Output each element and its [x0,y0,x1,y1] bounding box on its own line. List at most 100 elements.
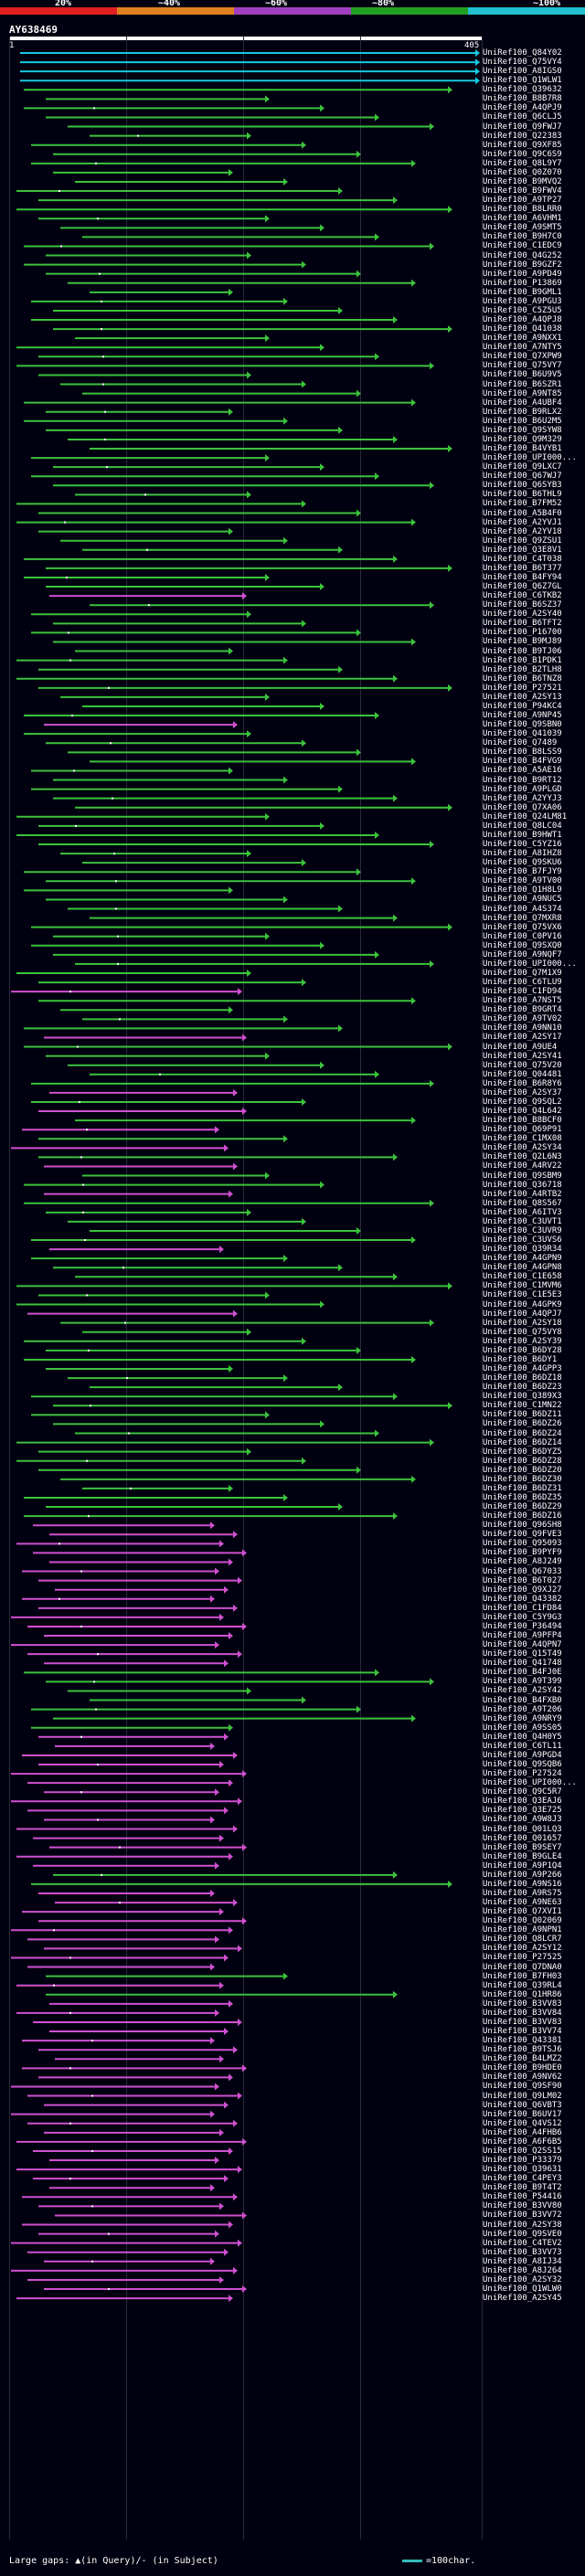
hit-label-link[interactable]: UniRef100_A9P1Q4 [483,1860,562,1871]
hit-label-link[interactable]: UniRef100_B8B7R8 [483,94,562,104]
hit-label-link[interactable]: UniRef100_C4PEY3 [483,2174,562,2184]
hit-label-link[interactable]: UniRef100_Q1HR86 [483,1989,562,1999]
hit-label-link[interactable]: UniRef100_B1PDK1 [483,655,562,665]
hit-label-link[interactable]: UniRef100_A8J249 [483,1557,562,1567]
hit-label-link[interactable]: UniRef100_A2SY12 [483,1944,562,1954]
hit-label-link[interactable]: UniRef100_Q0Z070 [483,167,562,177]
hit-label-link[interactable]: UniRef100_Q7XPW9 [483,352,562,362]
hit-label-link[interactable]: UniRef100_Q75VY4 [483,58,562,68]
hit-label-link[interactable]: UniRef100_A4GPP3 [483,1364,562,1373]
hit-label-link[interactable]: UniRef100_Q9SBN0 [483,720,562,730]
hit-label-link[interactable]: UniRef100_B9T4T2 [483,2183,562,2193]
hit-label-link[interactable]: UniRef100_C4TEV2 [483,2238,562,2248]
hit-label-link[interactable]: UniRef100_Q41038 [483,324,562,334]
hit-label-link[interactable]: UniRef100_B9H7C0 [483,232,562,242]
hit-label-link[interactable]: UniRef100_A4GPK9 [483,1299,562,1309]
hit-label-link[interactable]: UniRef100_B4FXB0 [483,1695,562,1705]
hit-label-link[interactable]: UniRef100_A9NPN1 [483,1925,562,1935]
hit-label-link[interactable]: UniRef100_Q01LQ3 [483,1824,562,1834]
hit-label-link[interactable]: UniRef100_C1FD94 [483,987,562,997]
hit-label-link[interactable]: UniRef100_B6DZ35 [483,1492,562,1502]
hit-label-link[interactable]: UniRef100_B9MVQ2 [483,176,562,186]
hit-label-link[interactable]: UniRef100_A9NN10 [483,1023,562,1034]
hit-label-link[interactable]: UniRef100_B3VV83 [483,2017,562,2027]
hit-label-link[interactable]: UniRef100_A4GPN8 [483,1263,562,1273]
hit-label-link[interactable]: UniRef100_C4T038 [483,554,562,564]
hit-label-link[interactable]: UniRef100_B9RLX2 [483,407,562,417]
hit-label-link[interactable]: UniRef100_B6DZ24 [483,1428,562,1438]
hit-label-link[interactable]: UniRef100_Q6CLJ5 [483,112,562,122]
hit-label-link[interactable]: UniRef100_A8IHZ8 [483,849,562,859]
hit-label-link[interactable]: UniRef100_C6TLU9 [483,978,562,988]
hit-label-link[interactable]: UniRef100_A5AE16 [483,766,562,776]
hit-label-link[interactable]: UniRef100_A9UE4 [483,1042,558,1052]
hit-label-link[interactable]: UniRef100_A9SMT5 [483,223,562,233]
hit-label-link[interactable]: UniRef100_Q9SYW8 [483,425,562,435]
hit-label-link[interactable]: UniRef100_B9HDE0 [483,2063,562,2073]
hit-label-link[interactable]: UniRef100_Q7M1X9 [483,969,562,978]
hit-label-link[interactable]: UniRef100_B9SEY7 [483,1842,562,1852]
hit-label-link[interactable]: UniRef100_A9PGD4 [483,1750,562,1760]
hit-label-link[interactable]: UniRef100_B8LRR0 [483,205,562,215]
hit-label-link[interactable]: UniRef100_Q8LCR7 [483,1935,562,1945]
hit-label-link[interactable]: UniRef100_B8LSS9 [483,747,562,758]
hit-label-link[interactable]: UniRef100_UPI000... [483,1778,577,1788]
hit-label-link[interactable]: UniRef100_C1MVM6 [483,1281,562,1291]
hit-label-link[interactable]: UniRef100_A6F6B5 [483,2136,562,2147]
hit-label-link[interactable]: UniRef100_Q9C6S9 [483,149,562,159]
hit-label-link[interactable]: UniRef100_A8IGS0 [483,67,562,77]
hit-label-link[interactable]: UniRef100_A4RV22 [483,1161,562,1171]
hit-label-link[interactable]: UniRef100_B4LMZ2 [483,2054,562,2064]
hit-label-link[interactable]: UniRef100_C1MN22 [483,1401,562,1411]
hit-label-link[interactable]: UniRef100_B7FJY9 [483,867,562,877]
hit-label-link[interactable]: UniRef100_A2SY38 [483,2220,562,2230]
hit-label-link[interactable]: UniRef100_Q69P91 [483,1125,562,1135]
hit-label-link[interactable]: UniRef100_Q8LC04 [483,821,562,831]
hit-label-link[interactable]: UniRef100_C1EDC9 [483,241,562,251]
hit-label-link[interactable]: UniRef100_C3UVT1 [483,1216,562,1226]
hit-label-link[interactable]: UniRef100_B9GLE4 [483,1851,562,1861]
hit-label-link[interactable]: UniRef100_A2YVJ1 [483,517,562,527]
hit-label-link[interactable]: UniRef100_B9HWT1 [483,830,562,840]
hit-label-link[interactable]: UniRef100_A2SY41 [483,1051,562,1061]
hit-label-link[interactable]: UniRef100_A4FHB6 [483,2127,562,2137]
hit-label-link[interactable]: UniRef100_A4QPJ9 [483,103,562,113]
hit-label-link[interactable]: UniRef100_Q67WJ7 [483,472,562,482]
hit-label-link[interactable]: UniRef100_B6TNZ8 [483,673,562,684]
hit-label-link[interactable]: UniRef100_Q7MXR8 [483,913,562,923]
hit-label-link[interactable]: UniRef100_A2SY39 [483,1336,562,1346]
hit-label-link[interactable]: UniRef100_A9PD49 [483,269,562,279]
hit-label-link[interactable]: UniRef100_UPI000... [483,959,577,969]
hit-label-link[interactable]: UniRef100_A4UBF4 [483,398,562,408]
hit-label-link[interactable]: UniRef100_B6DY28 [483,1345,562,1355]
hit-label-link[interactable]: UniRef100_A9NE63 [483,1898,562,1908]
hit-label-link[interactable]: UniRef100_Q9SKU6 [483,858,562,868]
hit-label-link[interactable]: UniRef100_B3VV80 [483,2201,562,2211]
hit-label-link[interactable]: UniRef100_A9T399 [483,1677,562,1687]
hit-label-link[interactable]: UniRef100_Q9ZSU1 [483,535,562,546]
hit-label-link[interactable]: UniRef100_Q04481 [483,1069,562,1079]
hit-label-link[interactable]: UniRef100_A9NRY9 [483,1713,562,1723]
hit-label-link[interactable]: UniRef100_B6DZ31 [483,1483,562,1493]
hit-label-link[interactable]: UniRef100_Q39631 [483,2165,562,2175]
hit-label-link[interactable]: UniRef100_B6DZ20 [483,1465,562,1475]
hit-label-link[interactable]: UniRef100_A8IJ34 [483,2256,562,2266]
hit-label-link[interactable]: UniRef100_B6DZ11 [483,1410,562,1420]
hit-label-link[interactable]: UniRef100_C3UVR9 [483,1225,562,1235]
hit-label-link[interactable]: UniRef100_P13869 [483,278,562,288]
hit-label-link[interactable]: UniRef100_Q1WLW0 [483,2284,562,2294]
hit-label-link[interactable]: UniRef100_Q39RL4 [483,1980,562,1990]
hit-label-link[interactable]: UniRef100_Q7DNA0 [483,1962,562,1972]
hit-label-link[interactable]: UniRef100_B6U2M5 [483,416,562,426]
hit-label-link[interactable]: UniRef100_A9TP27 [483,196,562,206]
hit-label-link[interactable]: UniRef100_A2SY18 [483,1318,562,1328]
hit-label-link[interactable]: UniRef100_C5YZ16 [483,840,562,850]
hit-label-link[interactable]: UniRef100_Q02069 [483,1916,562,1926]
hit-label-link[interactable]: UniRef100_Q8S567 [483,1198,562,1208]
hit-label-link[interactable]: UniRef100_P33379 [483,2156,562,2166]
hit-label-link[interactable]: UniRef100_A9T206 [483,1704,562,1714]
hit-label-link[interactable]: UniRef100_P94KC4 [483,701,562,711]
hit-label-link[interactable]: UniRef100_A5B4F0 [483,508,562,518]
hit-label-link[interactable]: UniRef100_P54416 [483,2192,562,2202]
hit-label-link[interactable]: UniRef100_Q8L9Y7 [483,158,562,168]
